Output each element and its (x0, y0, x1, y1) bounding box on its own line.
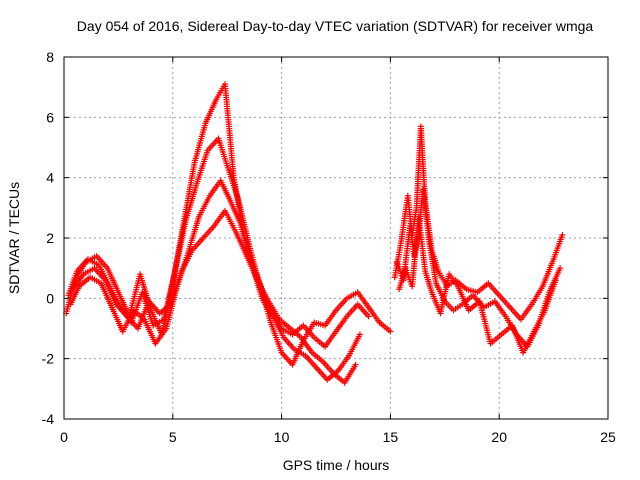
marks-layer (63, 81, 566, 386)
y-tick-label: 2 (46, 230, 54, 246)
x-tick-label: 25 (600, 429, 616, 445)
y-tick-label: -2 (42, 351, 55, 367)
data-point-track-d (352, 361, 359, 368)
data-point-track-b (365, 313, 372, 320)
x-tick-label: 5 (169, 429, 177, 445)
y-tick-label: 6 (46, 109, 54, 125)
x-tick-label: 20 (491, 429, 507, 445)
y-axis-label: SDTVAR / TECUs (6, 182, 22, 294)
y-tick-label: -4 (42, 411, 55, 427)
x-tick-label: 10 (274, 429, 290, 445)
data-point-track-g (552, 277, 559, 284)
grid-layer (64, 57, 608, 419)
x-tick-label: 0 (60, 429, 68, 445)
data-point-track-e (559, 231, 566, 238)
tick-layer: 0 5 10 15 20 25 -4 -2 0 2 4 6 8 (42, 49, 616, 445)
x-tick-label: 15 (383, 429, 399, 445)
data-point-track-c (356, 331, 363, 338)
y-tick-label: 0 (46, 290, 54, 306)
chart-title: Day 054 of 2016, Sidereal Day-to-day VTE… (77, 18, 594, 34)
y-tick-label: 8 (46, 49, 54, 65)
y-tick-label: 4 (46, 170, 54, 186)
x-axis-label: GPS time / hours (283, 457, 390, 473)
data-point-track-a (387, 328, 394, 335)
data-point-track-f (557, 265, 564, 272)
